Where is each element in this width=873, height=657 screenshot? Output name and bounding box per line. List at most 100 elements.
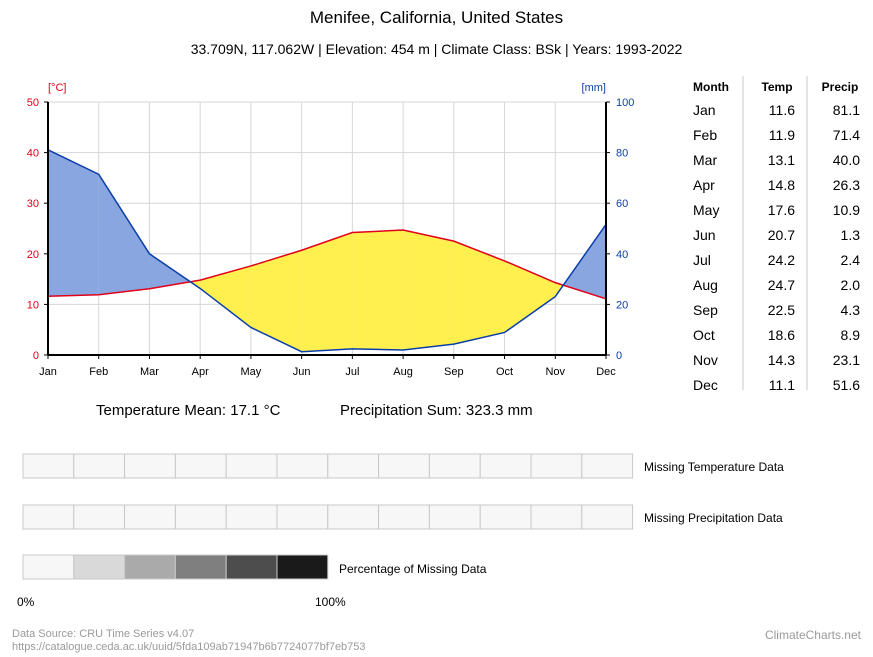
table-cell-temp: 20.7 [768,227,795,243]
data-source-url[interactable]: https://catalogue.ceda.ac.uk/uuid/5fda10… [12,641,366,653]
table-cell-temp: 24.7 [768,277,795,293]
table-cell-precip: 71.4 [833,127,860,143]
table-cell-precip: 23.1 [833,352,860,368]
table-cell-month: Jan [693,102,716,118]
table-header: Precip [822,80,859,94]
table-cell-precip: 51.6 [833,377,860,393]
y-right-tick-label: 40 [616,249,628,261]
arid-area [403,230,454,350]
missing-precipitation-label: Missing Precipitation Data [644,511,783,525]
y-left-tick-label: 0 [33,350,39,362]
table-cell-temp: 24.2 [768,252,795,268]
table-cell-month: Aug [693,277,718,293]
missing-precipitation-cell [479,504,532,530]
y-left-tick-label: 20 [27,249,39,261]
missing-precipitation-cell [22,504,75,530]
x-tick-label: Apr [192,366,209,378]
y-right-tick-label: 100 [616,97,634,109]
data-table-grid: Month Temp Precip Jan 11.6 81.1 Feb 11.9 71.4 Mar… [693,76,861,393]
missing-precipitation-cell [124,504,176,530]
table-cell-precip: 40.0 [833,152,860,168]
table-cell-temp: 14.3 [768,352,795,368]
x-tick-label: May [241,366,262,378]
percentage-missing-label: Percentage of Missing Data [339,562,487,576]
missing-precipitation-cell [276,504,329,530]
missing-temperature-cell [581,453,634,479]
table-header: Temp [761,80,792,94]
table-cell-precip: 81.1 [833,102,860,118]
missing-temperature-cell [22,453,75,479]
brand-link[interactable]: ClimateCharts.net [764,628,861,642]
table-cell-precip: 1.3 [841,227,861,243]
y-left-unit-label: [°C] [48,82,66,94]
missing-precipitation-cell [327,504,380,530]
missing-precipitation-cell [174,504,227,530]
missing-scale-swatch [22,554,75,580]
x-tick-label: Oct [496,366,513,378]
missing-temperature-cell [276,453,329,479]
table-cell-precip: 26.3 [833,177,860,193]
table-cell-temp: 11.9 [769,127,795,143]
table-cell-precip: 2.4 [841,252,861,268]
missing-precipitation-cell [225,504,278,530]
missing-temperature-cell [479,453,532,479]
chart-title: Menifee, California, United States [309,8,564,27]
missing-precipitation-cell [581,504,634,530]
missing-temperature-cell [378,453,430,479]
humid-area [98,174,150,295]
scale-max-label: 100% [315,595,346,609]
table-cell-month: Feb [693,127,717,143]
table-cell-month: Nov [693,352,718,368]
missing-temperature-cell [174,453,227,479]
data-table: Month Temp Precip Jan 11.6 81.1 Feb 11.9 71.4 Mar… [680,76,870,399]
missing-temperature-cell [124,453,176,479]
humid-area [563,224,606,299]
missing-precipitation-cell [378,504,430,530]
arid-area [250,250,302,352]
data-source: Data Source: CRU Time Series v4.07 [12,628,195,640]
missing-temperature-label: Missing Temperature Data [644,460,784,474]
table-cell-temp: 17.6 [768,202,795,218]
x-tick-label: Feb [89,366,108,378]
humid-area [48,149,99,297]
table-cell-month: Dec [693,377,718,393]
table-cell-month: Jul [693,252,711,268]
arid-area [301,232,353,352]
missing-scale-swatch [73,554,126,580]
table-cell-precip: 8.9 [841,327,861,343]
y-left-tick-label: 50 [27,97,39,109]
temperature-mean: Temperature Mean: 17.1 °C [96,402,281,419]
table-cell-temp: 11.6 [769,102,795,118]
precipitation-sum: Precipitation Sum: 323.3 mm [340,402,533,419]
missing-scale-swatch [174,554,227,580]
missing-scale-swatch [276,554,329,580]
missing-precipitation-cell [530,504,583,530]
table-cell-precip: 4.3 [841,302,861,318]
table-cell-month: Sep [693,302,718,318]
missing-precipitation-cell [73,504,126,530]
y-left-tick-label: 40 [27,148,39,160]
missing-scale-swatch [124,554,176,580]
temperature-line [47,229,607,300]
arid-area [200,265,251,328]
x-tick-label: Jun [293,366,311,378]
y-right-tick-label: 20 [616,299,628,311]
missing-temperature-cell [428,453,481,479]
y-right-unit-label: [mm] [582,82,606,94]
table-cell-temp: 18.6 [768,327,795,343]
missing-temperature-cell [327,453,380,479]
y-right-tick-label: 0 [616,350,622,362]
table-cell-month: Apr [693,177,715,193]
arid-area [352,230,404,350]
chart-subtitle: 33.709N, 117.062W | Elevation: 454 m | C… [190,41,683,57]
table-header: Month [693,80,729,94]
table-cell-precip: 10.9 [833,202,860,218]
scale-min-label: 0% [17,595,35,609]
x-tick-label: Sep [444,366,464,378]
table-cell-temp: 11.1 [769,377,795,393]
x-tick-label: Mar [140,366,159,378]
table-cell-month: Jun [693,227,716,243]
missing-temperature-cell [73,453,126,479]
missing-temperature-cell [530,453,583,479]
